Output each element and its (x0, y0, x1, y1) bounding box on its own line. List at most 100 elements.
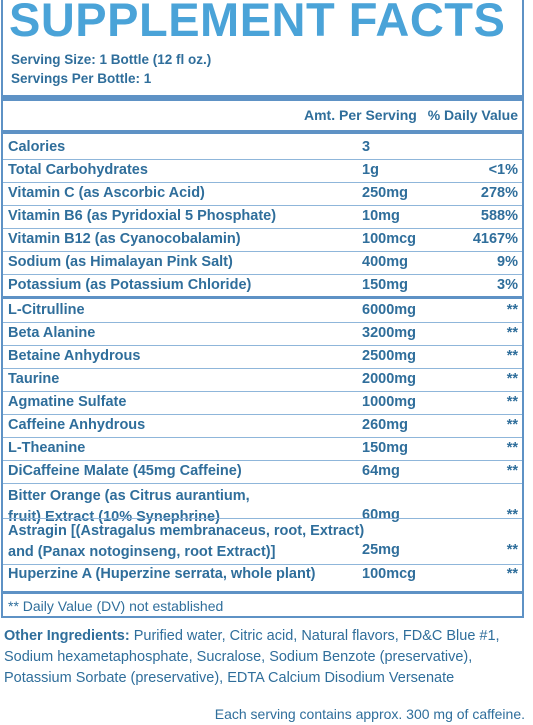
ingredient-name: L-Citrulline (8, 302, 85, 318)
nutrient-name: Potassium (as Potassium Chloride) (8, 277, 252, 293)
ingredient-amount: 2500mg (362, 348, 417, 364)
nutrient-amount: 150mg (362, 277, 408, 293)
ingredient-name: Astragin [(Astragalus membranaceus, root… (8, 521, 364, 563)
nutrient-row: Vitamin B12 (as Cyanocobalamin) 100mcg 4… (3, 229, 522, 251)
nutrient-dv: <1% (488, 162, 518, 178)
other-ingredients: Other Ingredients: Purified water, Citri… (4, 626, 529, 689)
nutrient-name: Total Carbohydrates (8, 162, 148, 178)
ingredient-dv: ** (506, 566, 518, 582)
ingredient-row: Taurine 2000mg ** (3, 369, 522, 391)
ingredient-amount: 1000mg (362, 394, 417, 410)
ingredient-row: L-Citrulline 6000mg ** (3, 300, 522, 322)
nutrient-name: Vitamin B6 (as Pyridoxial 5 Phosphate) (8, 208, 277, 224)
nutrient-dv: 278% (480, 185, 518, 201)
ingredient-dv: ** (506, 394, 518, 410)
serving-size: Serving Size: 1 Bottle (12 fl oz.) (11, 52, 212, 67)
row-divider (3, 564, 522, 565)
header-divider (3, 130, 522, 134)
nutrient-row: Vitamin B6 (as Pyridoxial 5 Phosphate) 1… (3, 206, 522, 228)
nutrient-row: Total Carbohydrates 1g <1% (3, 160, 522, 182)
ingredient-name: Caffeine Anhydrous (8, 417, 146, 433)
row-divider (3, 228, 522, 229)
ingredient-name-line: Bitter Orange (as Citrus aurantium, (8, 488, 250, 504)
ingredient-dv: ** (506, 463, 518, 479)
row-divider (3, 391, 522, 392)
nutrient-dv: 4167% (472, 231, 518, 247)
nutrient-row: Potassium (as Potassium Chloride) 150mg … (3, 275, 522, 297)
ingredient-name: Agmatine Sulfate (8, 394, 127, 410)
row-divider (3, 518, 522, 519)
nutrient-amount: 1g (362, 162, 379, 178)
ingredient-amount: 60mg (362, 507, 400, 523)
nutrient-dv: 588% (480, 208, 518, 224)
dv-header: % Daily Value (427, 107, 518, 123)
ingredient-name: Huperzine A (Huperzine serrata, whole pl… (8, 566, 316, 582)
ingredient-row: Caffeine Anhydrous 260mg ** (3, 415, 522, 437)
ingredient-row: L-Theanine 150mg ** (3, 438, 522, 460)
thick-divider (3, 95, 522, 101)
servings-per-container: Servings Per Bottle: 1 (11, 71, 152, 86)
ingredient-amount: 64mg (362, 463, 400, 479)
nutrient-row: Sodium (as Himalayan Pink Salt) 400mg 9% (3, 252, 522, 274)
row-divider (3, 205, 522, 206)
ingredient-row: Bitter Orange (as Citrus aurantium, frui… (3, 484, 522, 528)
row-divider (3, 460, 522, 461)
ingredient-name: Beta Alanine (8, 325, 96, 341)
ingredient-dv: ** (506, 302, 518, 318)
ingredient-name: L-Theanine (8, 440, 86, 456)
nutrient-name: Vitamin B12 (as Cyanocobalamin) (8, 231, 241, 247)
ingredient-row: Agmatine Sulfate 1000mg ** (3, 392, 522, 414)
ingredient-dv: ** (506, 348, 518, 364)
row-divider (3, 368, 522, 369)
caffeine-note: Each serving contains approx. 300 mg of … (214, 706, 525, 722)
ingredient-dv: ** (506, 507, 518, 523)
ingredient-name-line: and (Panax notoginseng, root Extract)] (8, 544, 276, 560)
nutrient-amount: 250mg (362, 185, 408, 201)
nutrient-amount: 100mcg (362, 231, 417, 247)
ingredient-dv: ** (506, 542, 518, 558)
ingredient-amount: 100mcg (362, 566, 417, 582)
nutrient-row: Calories 3 (3, 137, 522, 159)
other-ingredients-label: Other Ingredients: (4, 628, 130, 644)
row-divider (3, 483, 522, 484)
ingredient-amount: 6000mg (362, 302, 417, 318)
amount-header: Amt. Per Serving (304, 107, 417, 123)
ingredient-row: Huperzine A (Huperzine serrata, whole pl… (3, 564, 522, 586)
nutrient-name: Vitamin C (as Ascorbic Acid) (8, 185, 205, 201)
ingredient-name: DiCaffeine Malate (45mg Caffeine) (8, 463, 242, 479)
row-divider (3, 345, 522, 346)
row-divider (3, 274, 522, 275)
supplement-facts-panel: SUPPLEMENT FACTS Serving Size: 1 Bottle … (1, 0, 524, 618)
ingredient-amount: 25mg (362, 542, 400, 558)
dv-footnote: ** Daily Value (DV) not established (8, 598, 224, 614)
ingredient-row: Beta Alanine 3200mg ** (3, 323, 522, 345)
nutrient-row: Vitamin C (as Ascorbic Acid) 250mg 278% (3, 183, 522, 205)
section-divider (3, 296, 522, 299)
other-ingredients-text: Purified water, Citric acid, Natural fla… (4, 628, 500, 686)
ingredient-row: Astragin [(Astragalus membranaceus, root… (3, 519, 522, 563)
ingredient-amount: 260mg (362, 417, 408, 433)
ingredient-dv: ** (506, 440, 518, 456)
ingredient-amount: 3200mg (362, 325, 417, 341)
ingredient-name: Bitter Orange (as Citrus aurantium, frui… (8, 486, 250, 528)
row-divider (3, 437, 522, 438)
ingredient-row: DiCaffeine Malate (45mg Caffeine) 64mg *… (3, 461, 522, 483)
row-divider (3, 322, 522, 323)
nutrient-amount: 400mg (362, 254, 408, 270)
nutrient-name: Calories (8, 139, 66, 155)
ingredient-row: Betaine Anhydrous 2500mg ** (3, 346, 522, 368)
ingredient-name: Betaine Anhydrous (8, 348, 141, 364)
panel-title: SUPPLEMENT FACTS (9, 0, 506, 46)
ingredient-amount: 2000mg (362, 371, 417, 387)
row-divider (3, 159, 522, 160)
ingredient-name: Taurine (8, 371, 60, 387)
ingredient-name-line: Astragin [(Astragalus membranaceus, root… (8, 523, 365, 539)
ingredient-dv: ** (506, 325, 518, 341)
ingredient-dv: ** (506, 371, 518, 387)
nutrient-dv: 9% (497, 254, 518, 270)
row-divider (3, 182, 522, 183)
nutrient-amount: 10mg (362, 208, 400, 224)
nutrient-amount: 3 (362, 139, 371, 155)
nutrient-dv: 3% (497, 277, 518, 293)
row-divider (3, 251, 522, 252)
